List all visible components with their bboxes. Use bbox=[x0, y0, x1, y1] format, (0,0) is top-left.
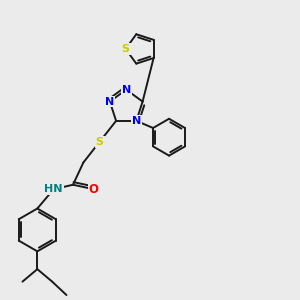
Text: N: N bbox=[132, 116, 141, 126]
Text: N: N bbox=[122, 85, 131, 95]
Text: S: S bbox=[96, 137, 104, 147]
Text: O: O bbox=[89, 183, 99, 196]
Text: HN: HN bbox=[44, 184, 63, 194]
Text: S: S bbox=[122, 44, 130, 54]
Text: N: N bbox=[105, 97, 115, 106]
